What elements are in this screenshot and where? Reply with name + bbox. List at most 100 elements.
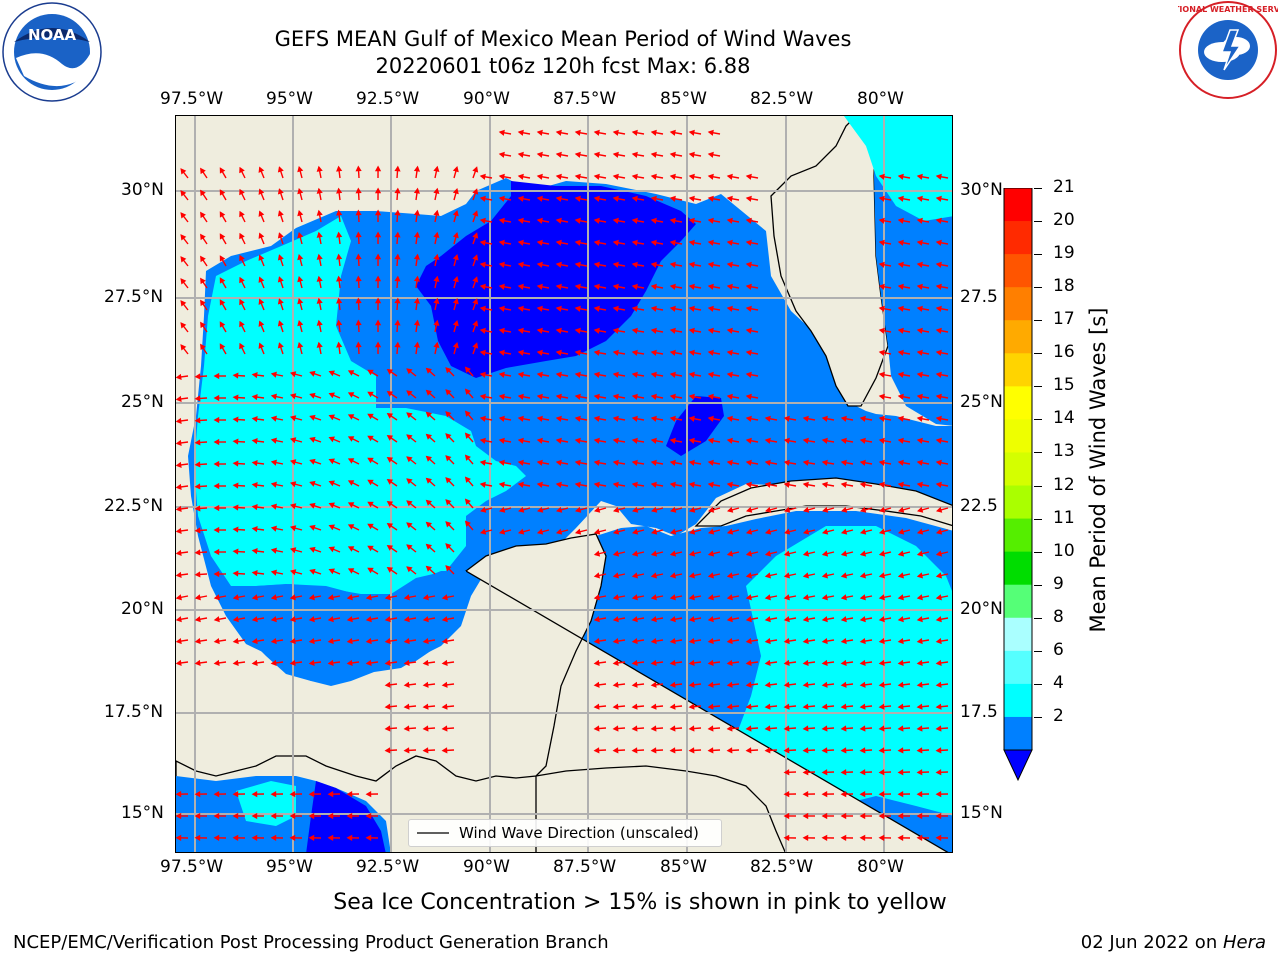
lon-label-top: 92.5°W xyxy=(356,89,420,109)
wave-arrow-head xyxy=(270,371,277,378)
wave-arrow-head xyxy=(555,283,562,290)
wave-arrow-head xyxy=(374,165,382,172)
wave-arrow-head xyxy=(403,659,410,666)
wave-arrow-head xyxy=(631,681,638,688)
wave-arrow-head xyxy=(536,195,543,202)
wave-arrow-head xyxy=(574,415,581,422)
wave-arrow-head xyxy=(745,217,752,224)
lon-label-bottom: 95°W xyxy=(266,857,313,877)
wave-arrow-head xyxy=(433,319,440,326)
wave-arrow-head xyxy=(745,349,752,356)
wave-arrow-head xyxy=(289,393,297,400)
wave-arrow-head xyxy=(517,217,524,224)
wave-arrow-head xyxy=(707,129,714,136)
wave-arrow-head xyxy=(200,321,206,329)
wave-arrow-head xyxy=(897,327,904,334)
wave-arrow-head xyxy=(612,481,619,488)
wave-arrow-head xyxy=(365,791,372,798)
wave-arrow-head xyxy=(593,283,600,290)
wave-arrow-head xyxy=(270,415,277,422)
wave-arrow-head xyxy=(536,349,543,356)
wave-arrow-head xyxy=(445,411,452,418)
sea-ice-note: Sea Ice Concentration > 15% is shown in … xyxy=(333,890,947,915)
wave-arrow-head xyxy=(631,349,638,356)
wave-arrow-head xyxy=(859,415,866,422)
wave-arrow-head xyxy=(707,550,715,557)
wave-arrow-head xyxy=(745,528,753,535)
wave-arrow-head xyxy=(612,637,619,645)
wave-arrow-head xyxy=(406,566,413,573)
wave-arrow-head xyxy=(327,659,334,666)
wave-arrow-head xyxy=(878,594,885,601)
wave-arrow-head xyxy=(574,393,581,400)
wave-arrow-head xyxy=(821,637,828,645)
wave-arrow-head xyxy=(347,502,355,508)
wave-arrow-head xyxy=(688,261,695,268)
wave-arrow-head xyxy=(251,526,258,533)
wave-arrow-head xyxy=(239,166,245,174)
wave-arrow-head xyxy=(194,461,201,468)
wave-arrow-head xyxy=(764,681,771,688)
wave-arrow-head xyxy=(445,455,452,462)
wave-arrow-head xyxy=(386,544,394,551)
wave-arrow-head xyxy=(213,372,220,380)
wave-arrow-head xyxy=(726,725,733,732)
wave-arrow-head xyxy=(916,217,923,224)
wave-arrow-head xyxy=(916,834,923,841)
wave-arrow-head xyxy=(821,834,828,841)
wave-arrow-head xyxy=(232,834,239,841)
wave-arrow-head xyxy=(251,460,258,467)
wave-arrow-head xyxy=(935,393,942,400)
wave-arrow-head xyxy=(180,278,187,285)
wave-arrow-head xyxy=(802,481,809,488)
wave-arrow-head xyxy=(289,812,296,820)
colorbar-tick-mark xyxy=(1034,551,1042,553)
wave-arrow-head xyxy=(650,305,657,312)
wave-arrow-head xyxy=(472,210,479,217)
wave-arrow-head xyxy=(669,217,676,224)
colorbar-tick-mark xyxy=(1034,254,1042,256)
wave-arrow-head xyxy=(219,299,226,306)
wave-arrow-head xyxy=(688,594,695,601)
wave-arrow-head xyxy=(308,594,315,601)
wave-arrow-head xyxy=(764,481,771,488)
colorbar-tick-mark xyxy=(1034,518,1042,520)
wave-arrow-head xyxy=(277,210,284,217)
wave-arrow-head xyxy=(916,437,923,444)
wave-arrow-head xyxy=(194,812,201,820)
wave-arrow-head xyxy=(574,437,581,444)
wave-arrow-head xyxy=(688,327,695,334)
wave-arrow-head xyxy=(669,659,676,666)
wave-arrow-head xyxy=(726,305,733,312)
wave-arrow-head xyxy=(802,703,809,710)
wave-arrow-head xyxy=(479,239,486,246)
wave-arrow-head xyxy=(802,437,809,444)
wave-arrow-head xyxy=(406,522,413,529)
map-panel: Wind Wave Direction (unscaled) xyxy=(175,115,953,853)
wave-arrow-head xyxy=(441,747,448,754)
wave-arrow-head xyxy=(726,550,734,557)
wave-arrow-head xyxy=(669,528,677,535)
wave-arrow-head xyxy=(336,187,343,194)
wave-arrow-head xyxy=(213,570,220,578)
wave-arrow-head xyxy=(251,548,258,555)
wave-arrow-head xyxy=(821,681,828,688)
wave-arrow-head xyxy=(935,173,942,180)
wave-arrow-head xyxy=(878,349,885,356)
wave-arrow-head xyxy=(707,437,714,444)
wave-arrow-head xyxy=(479,195,486,202)
wave-arrow-head xyxy=(840,528,848,535)
wave-arrow-head xyxy=(336,253,343,260)
wave-arrow-head xyxy=(878,481,885,488)
wave-arrow-head xyxy=(355,341,362,348)
wave-arrow-head xyxy=(612,393,619,400)
wave-arrow-head xyxy=(270,481,277,488)
wave-arrow-head xyxy=(593,528,601,535)
wave-arrow-head xyxy=(445,565,452,572)
wave-arrow-head xyxy=(726,415,733,422)
wave-arrow-head xyxy=(194,373,201,380)
wave-arrow-head xyxy=(422,637,429,645)
wave-arrow-head xyxy=(403,637,410,645)
wave-arrow-head xyxy=(745,481,752,488)
wave-arrow-head xyxy=(764,703,771,710)
